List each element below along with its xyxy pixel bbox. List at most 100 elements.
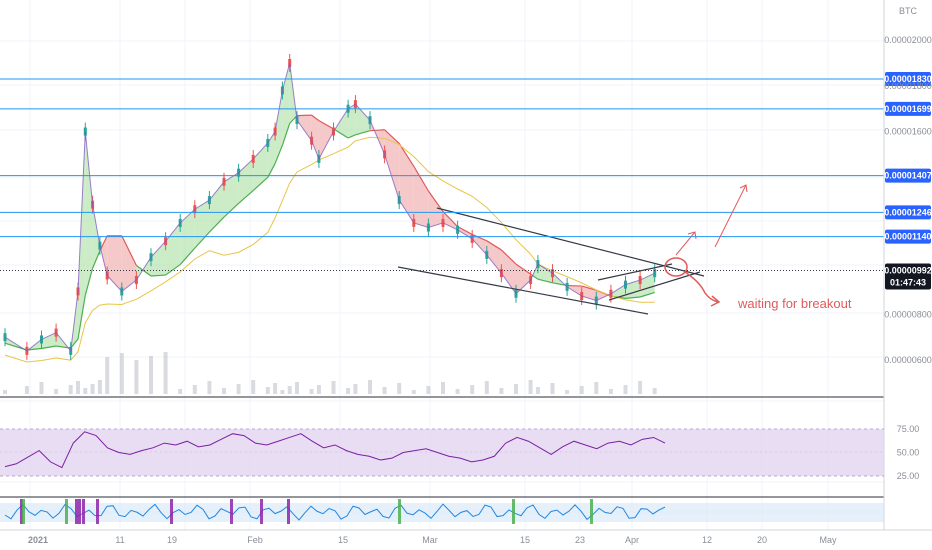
moving-average-segment	[486, 240, 502, 251]
price-line[interactable]	[4, 62, 655, 353]
volume-bar	[368, 380, 372, 394]
level-badge-text-3: 0.00001246	[884, 207, 932, 217]
time-tick-label: 12	[702, 535, 712, 545]
moving-average-segment	[165, 264, 181, 276]
bear-cloud-segment	[384, 129, 400, 201]
volume-bar	[514, 384, 518, 394]
moving-average-segment	[530, 273, 539, 280]
moving-average-segment	[457, 226, 473, 235]
annotation-text: waiting for breakout	[737, 296, 852, 311]
level-badge-text-2: 0.00001407	[884, 171, 932, 181]
bull-cloud-segment	[78, 131, 86, 340]
volume-bar	[331, 381, 336, 394]
bull-cloud-segment	[610, 284, 626, 299]
time-tick-label: 15	[520, 535, 530, 545]
time-tick-label: Apr	[625, 535, 639, 545]
moving-average-segment	[252, 176, 269, 191]
moving-average-segment	[281, 123, 291, 146]
moving-average-segment	[639, 291, 655, 298]
moving-average-segment	[471, 233, 488, 242]
horizontal-levels[interactable]	[0, 78, 884, 271]
volume-bar	[638, 381, 643, 394]
time-tick-label: May	[819, 535, 837, 545]
level-badge-text-1: 0.00001699	[884, 104, 932, 114]
countdown-text: 01:47:43	[890, 277, 926, 287]
rsi-line[interactable]	[4, 431, 666, 469]
moving-average-segment	[581, 285, 597, 291]
moving-average-segment	[41, 345, 57, 350]
up-arrow-long-head	[739, 184, 748, 193]
volume-bar	[280, 390, 285, 394]
bull-cloud-segment	[640, 273, 655, 298]
level-badge-2	[885, 168, 931, 183]
oscillator-marker	[75, 499, 78, 524]
bull-cloud-segment	[41, 332, 57, 349]
breakout-circle[interactable]	[664, 257, 688, 277]
channel-lower-trendline[interactable]	[397, 266, 649, 315]
volume-bar	[251, 380, 256, 394]
volume-bar	[426, 386, 431, 394]
moving-average-segment	[77, 295, 86, 340]
moving-average-segment	[136, 264, 152, 277]
moving-average-segment	[208, 216, 225, 233]
volume-bar	[484, 381, 489, 394]
time-tick-label: Mar	[422, 535, 438, 545]
volume-bar	[594, 382, 599, 394]
bull-cloud-segment	[85, 131, 93, 296]
bear-cloud-segment	[516, 264, 531, 294]
breakout-annotation[interactable]: waiting for breakout	[664, 184, 852, 311]
volume-bar	[163, 352, 168, 394]
volume-bar	[455, 389, 460, 394]
volume-bar	[222, 388, 226, 394]
oscillator-line[interactable]	[4, 503, 666, 521]
bull-cloud-segment	[253, 142, 268, 191]
time-tick-label: 11	[115, 535, 124, 545]
volume-bar	[105, 357, 110, 394]
level-badge-0	[885, 72, 931, 86]
volume-bar	[411, 390, 416, 394]
up-arrow-short-head	[687, 231, 697, 240]
moving-average-segment	[398, 143, 415, 167]
moving-average-segment	[427, 190, 444, 212]
level-badge-text-4: 0.00001140	[884, 232, 931, 242]
oscillator-marker	[82, 499, 85, 524]
moving-average-segment	[274, 145, 283, 164]
bear-cloud-segment	[318, 120, 334, 159]
bear-cloud-segment	[121, 235, 137, 292]
bull-cloud-segment	[165, 222, 181, 276]
down-arrow-head	[710, 295, 721, 307]
bear-cloud-segment	[486, 240, 502, 274]
rsi-tick-label: 50.00	[897, 448, 920, 458]
time-tick-label: 15	[338, 535, 348, 545]
price-pane[interactable]	[3, 54, 705, 394]
volume-bar	[287, 386, 292, 394]
moving-average-segment	[121, 235, 137, 266]
volume-bar	[134, 360, 139, 394]
bear-cloud-segment	[399, 143, 414, 223]
price-tick-label: 0.00001600	[884, 127, 932, 137]
wedge-upper-trendline[interactable]	[597, 263, 673, 281]
moving-average-segment	[311, 114, 320, 122]
time-axis[interactable]: 2021 11 19 Feb 15 Mar 15 23 Apr 12 20 May	[28, 535, 837, 545]
current-price-badge	[885, 263, 931, 290]
rsi-pane[interactable]	[0, 428, 884, 477]
volume-bar	[68, 385, 73, 394]
volume-bar	[535, 387, 540, 394]
oscillator-pane[interactable]	[0, 499, 884, 524]
oscillator-marker	[260, 499, 263, 524]
volume-bar	[273, 383, 278, 394]
oscillator-marker	[230, 499, 233, 524]
volume-bar	[119, 353, 124, 394]
volume-bar	[397, 383, 402, 394]
moving-average-segment	[150, 274, 166, 277]
moving-average-segment	[384, 129, 400, 144]
price-axis[interactable]: 0.00001830 0.00001699 0.00001407 0.00001246…	[884, 6, 932, 481]
channel-upper-trendline[interactable]	[436, 207, 705, 277]
volume-bar	[83, 388, 88, 394]
bear-cloud-segment	[99, 235, 108, 276]
volume-bar	[192, 385, 197, 394]
wedge-lower-trendline[interactable]	[608, 271, 701, 301]
bull-cloud-segment	[209, 181, 224, 233]
bull-cloud-segment	[355, 104, 370, 135]
